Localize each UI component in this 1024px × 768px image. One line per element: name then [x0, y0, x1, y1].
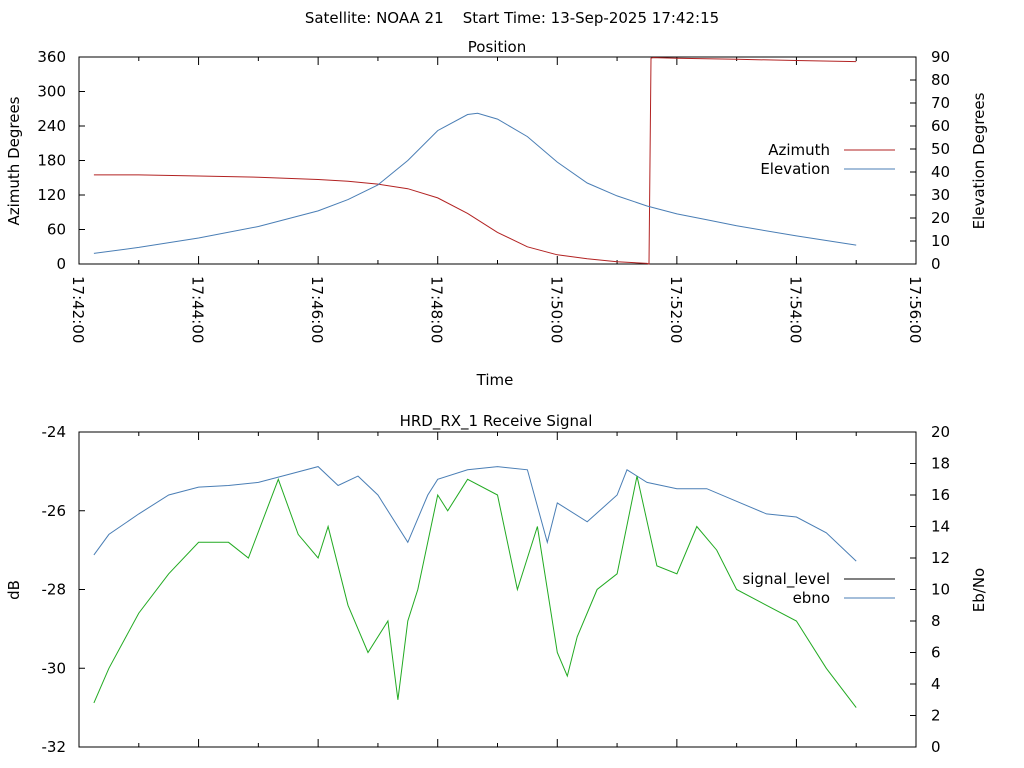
signal-series — [93, 466, 857, 708]
right-axis-tick-label: 40 — [931, 163, 950, 181]
signal-time-axis — [78, 432, 917, 747]
right-axis-tick-label: 8 — [931, 612, 941, 630]
x-axis-tick-label: 17:44:00 — [189, 276, 207, 343]
left-axis-tick-label: 360 — [37, 48, 66, 66]
time-axis-label: Time — [476, 371, 514, 389]
left-axis-tick-label: 0 — [56, 255, 66, 273]
elevation-axis-label: Elevation Degrees — [970, 92, 988, 229]
left-axis-tick-label: -24 — [42, 423, 67, 441]
right-axis-tick-label: 50 — [931, 140, 950, 158]
page-title: Satellite: NOAA 21 Start Time: 13-Sep-20… — [305, 9, 719, 27]
x-axis-tick-label: 17:42:00 — [69, 276, 87, 343]
left-axis-tick-label: 300 — [37, 83, 66, 101]
position-plot-title: Position — [468, 38, 526, 56]
azimuth-axis: 0 60 120 180 240 300 360 — [37, 48, 85, 273]
series-line-unnamed-2 — [93, 475, 857, 708]
right-axis-tick-label: 60 — [931, 117, 950, 135]
right-axis-tick-label: 18 — [931, 455, 950, 473]
left-axis-tick-label: -28 — [42, 581, 67, 599]
legend-label-azimuth: Azimuth — [768, 141, 830, 159]
right-axis-tick-label: 90 — [931, 48, 950, 66]
left-axis-tick-label: 240 — [37, 117, 66, 135]
elevation-axis: 0 10 20 30 40 50 60 70 80 90 — [910, 48, 950, 273]
x-axis-tick-label: 17:54:00 — [786, 276, 804, 343]
series-line-elevation — [93, 112, 857, 254]
x-axis-tick-label: 17:56:00 — [906, 276, 924, 343]
right-axis-tick-label: 70 — [931, 94, 950, 112]
position-plot: Position 0 60 120 180 240 300 360 0 10 20 30 40 50 6… — [5, 38, 988, 389]
legend-label-signal-level: signal_level — [742, 570, 830, 589]
signal-plot-frame — [78, 431, 917, 748]
right-axis-tick-label: 10 — [931, 581, 950, 599]
position-series — [93, 57, 857, 265]
db-axis: -32 -30 -28 -26 -24 — [42, 423, 85, 756]
azimuth-axis-label: Azimuth Degrees — [5, 96, 23, 225]
right-axis-tick-label: 2 — [931, 707, 941, 725]
ebno-axis-label: Eb/No — [970, 568, 988, 612]
left-axis-tick-label: -32 — [42, 738, 67, 756]
right-axis-tick-label: 6 — [931, 644, 941, 662]
right-axis-tick-label: 0 — [931, 738, 941, 756]
ebno-axis: 0 2 4 6 8 10 12 14 16 18 20 — [910, 423, 950, 756]
right-axis-tick-label: 12 — [931, 549, 950, 567]
legend-label-elevation: Elevation — [760, 160, 830, 178]
time-axis: 17:42:00 17:44:00 17:46:00 17:48:00 17:50:00… — [69, 57, 924, 343]
series-line-ebno — [93, 466, 857, 562]
signal-plot-title: HRD_RX_1 Receive Signal — [400, 412, 593, 431]
x-axis-tick-label: 17:50:00 — [547, 276, 565, 343]
x-axis-tick-label: 17:46:00 — [308, 276, 326, 343]
right-axis-tick-label: 20 — [931, 209, 950, 227]
signal-plot: HRD_RX_1 Receive Signal -32-30-28-26-24 … — [5, 412, 988, 756]
left-axis-tick-label: 180 — [37, 152, 66, 170]
right-axis-tick-label: 14 — [931, 518, 950, 536]
right-axis-tick-label: 30 — [931, 186, 950, 204]
right-axis-tick-label: 10 — [931, 232, 950, 250]
legend-label-ebno: ebno — [793, 589, 830, 607]
db-axis-label: dB — [5, 580, 23, 600]
right-axis-tick-label: 4 — [931, 675, 941, 693]
x-axis-tick-label: 17:48:00 — [428, 276, 446, 343]
left-axis-tick-label: 60 — [47, 221, 66, 239]
series-line-azimuth — [93, 57, 857, 265]
right-axis-tick-label: 80 — [931, 71, 950, 89]
right-axis-tick-label: 0 — [931, 255, 941, 273]
left-axis-tick-label: -26 — [42, 502, 67, 520]
right-axis-tick-label: 16 — [931, 486, 950, 504]
x-axis-tick-label: 17:52:00 — [667, 276, 685, 343]
left-axis-tick-label: 120 — [37, 186, 66, 204]
right-axis-tick-label: 20 — [931, 423, 950, 441]
left-axis-tick-label: -30 — [42, 659, 67, 677]
